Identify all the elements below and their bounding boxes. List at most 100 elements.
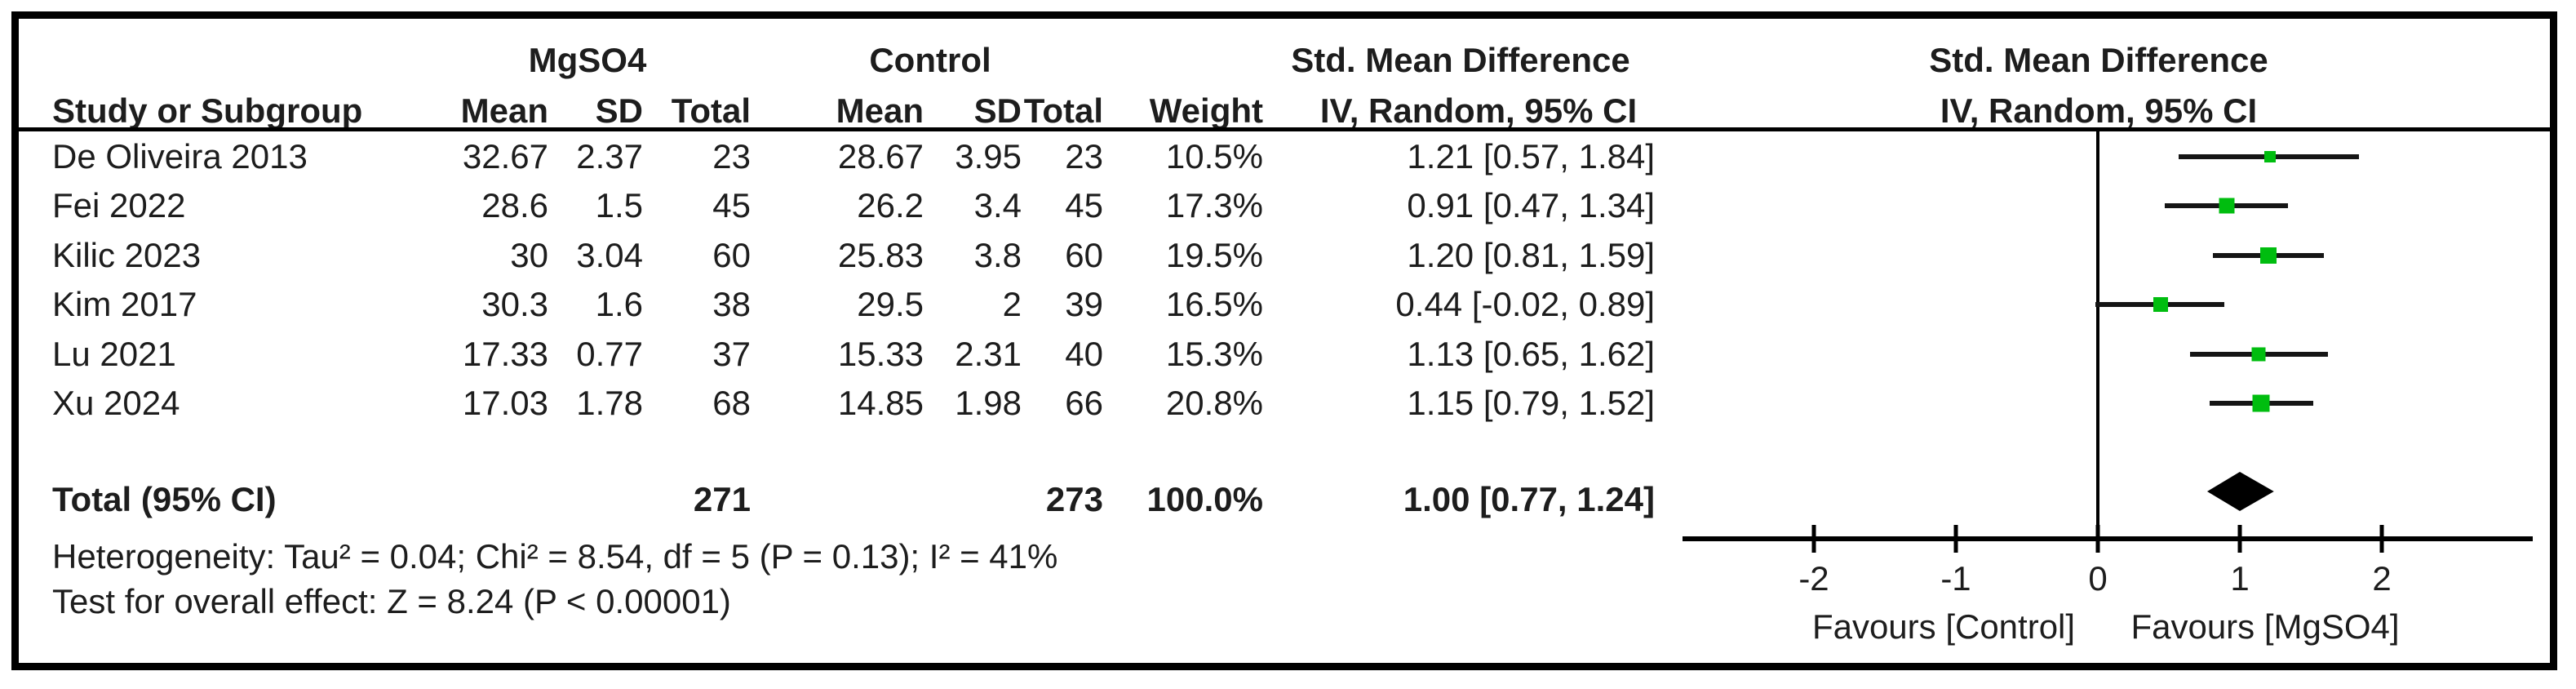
group-header-mgso4: MgSO4 [528,41,647,79]
control-total: 60 [1065,236,1103,274]
mgso4-total: 45 [712,186,751,224]
control-total: 45 [1065,186,1103,224]
study-weight: 10.5% [1165,137,1263,176]
control-sd: 3.4 [973,186,1022,224]
x-axis-tick [2237,525,2242,553]
study-name: Fei 2022 [52,186,186,224]
control-total: 23 [1065,137,1103,176]
control-mean: 28.67 [837,137,924,176]
column-header-weight: Weight [1149,91,1263,130]
mgso4-total: 60 [712,236,751,274]
favours-control-label: Favours [Control] [1811,607,2076,646]
x-axis-line [1683,536,2533,541]
column-header-mgso4-total: Total [671,91,751,130]
figure-border [11,11,2557,670]
mgso4-sd: 2.37 [576,137,643,176]
mgso4-mean: 17.03 [462,384,548,422]
study-ci-text: 1.15 [0.79, 1.52] [1407,384,1655,422]
study-name: De Oliveira 2013 [52,137,308,176]
control-mean: 26.2 [857,186,924,224]
column-header-mgso4-sd: SD [595,91,643,130]
study-ci-text: 0.44 [-0.02, 0.89] [1395,285,1655,323]
column-header-study: Study or Subgroup [52,91,363,130]
x-axis-tick-label: 1 [2230,559,2250,598]
mgso4-mean: 30.3 [481,285,548,323]
mgso4-mean: 30 [510,236,548,274]
control-total: 40 [1065,335,1103,373]
mgso4-sd: 1.5 [595,186,643,224]
column-header-control-mean: Mean [836,91,924,130]
study-ci-text: 0.91 [0.47, 1.34] [1407,186,1655,224]
mgso4-mean: 28.6 [481,186,548,224]
mgso4-total: 37 [712,335,751,373]
column-header-iv-ci-right: IV, Random, 95% CI [1940,91,2258,130]
mgso4-sd: 1.78 [576,384,643,422]
column-header-mgso4-mean: Mean [460,91,548,130]
control-sd: 2 [1002,285,1022,323]
control-total: 66 [1065,384,1103,422]
study-name: Xu 2024 [52,384,180,422]
effect-square [2219,198,2235,214]
x-axis-tick-label: 2 [2372,559,2392,598]
x-axis-tick-label: -2 [1798,559,1829,598]
total-mgso4-n: 271 [693,480,751,518]
study-ci-text: 1.13 [0.65, 1.62] [1407,335,1655,373]
study-name: Lu 2021 [52,335,176,373]
study-weight: 17.3% [1165,186,1263,224]
study-weight: 19.5% [1165,236,1263,274]
group-header-smd-right: Std. Mean Difference [1929,41,2268,79]
mgso4-mean: 17.33 [462,335,548,373]
control-mean: 25.83 [837,236,924,274]
favours-mgso4-label: Favours [MgSO4] [2130,607,2400,646]
mgso4-total: 68 [712,384,751,422]
column-header-control-total: Total [1023,91,1103,130]
group-header-smd-left: Std. Mean Difference [1291,41,1630,79]
column-header-control-sd: SD [973,91,1022,130]
effect-square [2263,151,2276,162]
total-label: Total (95% CI) [52,480,277,518]
study-ci-text: 1.20 [0.81, 1.59] [1407,236,1655,274]
x-axis-tick [2379,525,2384,553]
effect-square [2153,297,2168,312]
control-sd: 3.95 [955,137,1022,176]
study-ci-text: 1.21 [0.57, 1.84] [1407,137,1655,176]
control-mean: 29.5 [857,285,924,323]
total-control-n: 273 [1045,480,1103,518]
overall-effect-text: Test for overall effect: Z = 8.24 (P < 0… [52,582,731,620]
effect-square [2251,347,2266,362]
control-mean: 15.33 [837,335,924,373]
x-axis-tick-label: 0 [2088,559,2108,598]
study-weight: 20.8% [1165,384,1263,422]
summary-diamond [2206,472,2274,511]
mgso4-sd: 1.6 [595,285,643,323]
total-ci-text: 1.00 [0.77, 1.24] [1403,480,1655,518]
study-weight: 15.3% [1165,335,1263,373]
study-name: Kim 2017 [52,285,197,323]
x-axis-tick [2095,525,2100,553]
mgso4-sd: 3.04 [576,236,643,274]
control-total: 39 [1065,285,1103,323]
study-name: Kilic 2023 [52,236,202,274]
zero-line [2096,130,2099,539]
control-sd: 1.98 [955,384,1022,422]
x-axis-tick-label: -1 [1940,559,1971,598]
x-axis-tick [1811,525,1816,553]
group-header-control: Control [869,41,991,79]
control-sd: 3.8 [973,236,1022,274]
effect-square [2252,394,2270,412]
x-axis-tick [1953,525,1958,553]
mgso4-sd: 0.77 [576,335,643,373]
column-header-iv-ci-left: IV, Random, 95% CI [1319,91,1638,130]
effect-square [2259,247,2277,264]
mgso4-mean: 32.67 [462,137,548,176]
heterogeneity-text: Heterogeneity: Tau² = 0.04; Chi² = 8.54,… [52,537,1058,576]
total-weight: 100.0% [1146,480,1263,518]
mgso4-total: 38 [712,285,751,323]
control-mean: 14.85 [837,384,924,422]
study-weight: 16.5% [1165,285,1263,323]
control-sd: 2.31 [955,335,1022,373]
header-underline [19,127,2557,131]
mgso4-total: 23 [712,137,751,176]
